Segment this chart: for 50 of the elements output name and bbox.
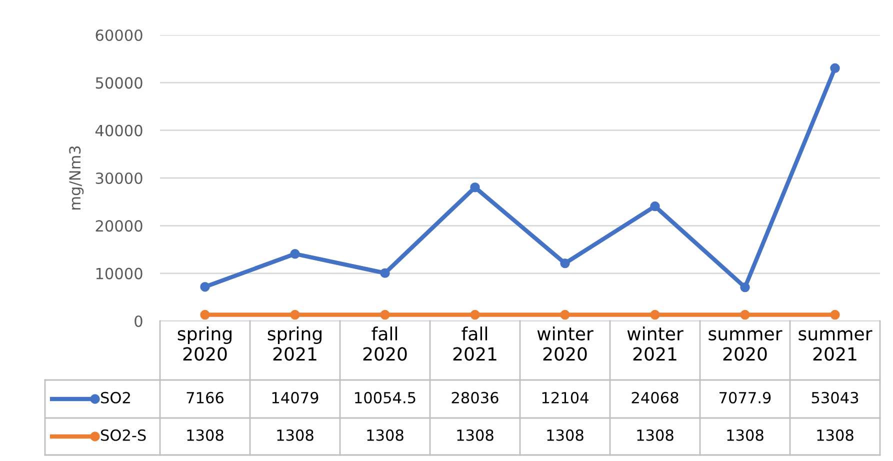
legend-label: SO2 (101, 392, 130, 404)
point (560, 310, 570, 320)
point (290, 249, 300, 259)
point (650, 310, 660, 320)
point (650, 201, 660, 212)
point (200, 310, 210, 320)
data-label: 24068 (632, 392, 678, 404)
data-label: 1308 (817, 429, 854, 441)
x-tick-label: winter 2021 (627, 326, 684, 361)
point (560, 258, 570, 268)
y-tick-label: 60000 (96, 29, 142, 42)
x-tick-label: fall 2021 (453, 326, 496, 361)
x-tick-label: spring 2020 (178, 326, 232, 361)
point (380, 268, 390, 278)
y-axis-title: mg/Nm3 (69, 146, 84, 210)
y-tick-label: 20000 (96, 220, 142, 232)
data-label: 1308 (637, 429, 674, 441)
point (200, 282, 210, 292)
point (740, 282, 750, 292)
point (380, 310, 390, 320)
data-label: 1308 (727, 429, 764, 441)
point (470, 182, 480, 192)
data-label: 14079 (272, 392, 318, 404)
point (830, 63, 840, 74)
y-tick-label: 30000 (96, 172, 142, 184)
point (830, 310, 840, 320)
y-tick-label: 40000 (95, 124, 142, 136)
point (470, 310, 480, 320)
legend-label: SO2-S (101, 429, 146, 441)
x-tick-label: winter 2020 (537, 326, 594, 361)
data-label: 7077.9 (720, 392, 771, 404)
x-tick-label: fall 2020 (363, 326, 407, 361)
data-label: 1308 (367, 429, 404, 441)
point (290, 310, 300, 320)
data-label: 10054.5 (355, 392, 416, 404)
data-label: 53043 (812, 392, 858, 404)
data-label: 1308 (457, 429, 494, 441)
data-label: 1308 (277, 429, 314, 441)
x-tick-label: summer 2020 (708, 330, 782, 361)
y-tick-label: 50000 (96, 77, 142, 89)
data-label: 7166 (186, 392, 224, 404)
point (740, 310, 750, 320)
x-tick-label: summer 2021 (798, 330, 872, 361)
data-label: 1308 (187, 429, 224, 441)
data-label: 12104 (542, 392, 588, 404)
y-tick-label: 0 (134, 315, 142, 328)
y-tick-label: 10000 (96, 268, 142, 280)
data-label: 28036 (452, 392, 498, 404)
data-label: 1308 (547, 429, 584, 441)
x-tick-label: spring 2021 (268, 326, 322, 361)
